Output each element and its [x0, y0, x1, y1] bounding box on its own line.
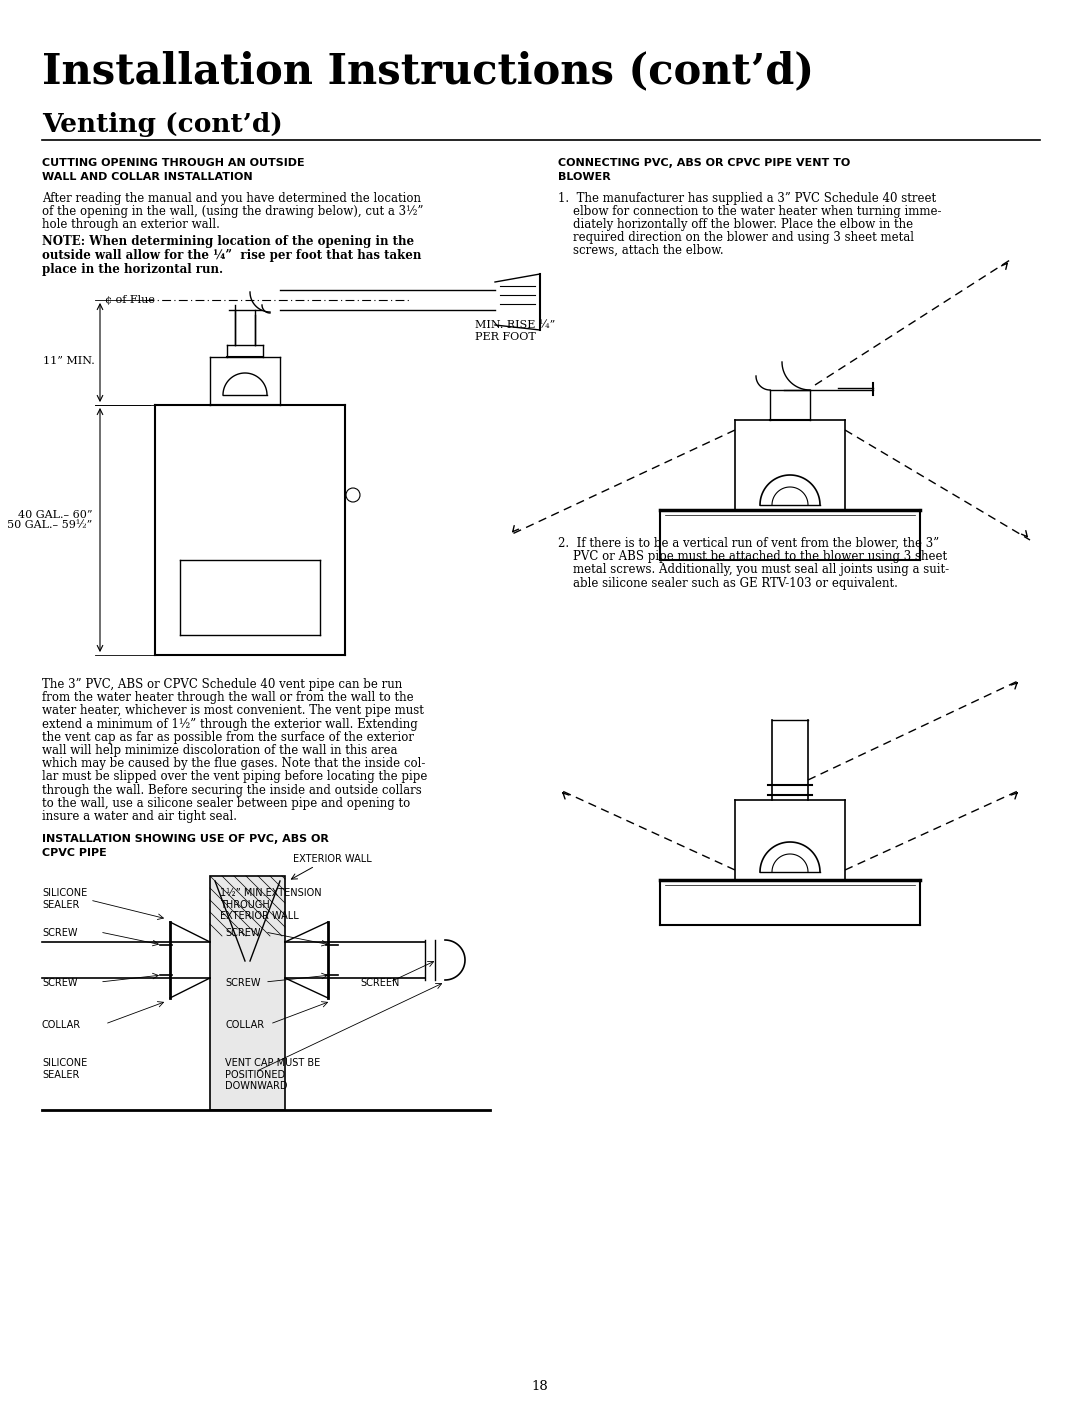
Text: SCREW: SCREW	[42, 979, 78, 988]
Text: able silicone sealer such as GE RTV-103 or equivalent.: able silicone sealer such as GE RTV-103 …	[558, 576, 897, 590]
Text: of the opening in the wall, (using the drawing below), cut a 3½”: of the opening in the wall, (using the d…	[42, 205, 423, 217]
Text: through the wall. Before securing the inside and outside collars: through the wall. Before securing the in…	[42, 784, 422, 796]
Polygon shape	[210, 876, 285, 1110]
Text: hole through an exterior wall.: hole through an exterior wall.	[42, 217, 220, 231]
Text: SCREW: SCREW	[42, 928, 78, 938]
Text: 11” MIN.: 11” MIN.	[43, 356, 95, 366]
Text: 1.  The manufacturer has supplied a 3” PVC Schedule 40 street: 1. The manufacturer has supplied a 3” PV…	[558, 192, 936, 205]
Text: metal screws. Additionally, you must seal all joints using a suit-: metal screws. Additionally, you must sea…	[558, 564, 949, 576]
Text: SILICONE
SEALER: SILICONE SEALER	[42, 1059, 87, 1081]
Text: SILICONE
SEALER: SILICONE SEALER	[42, 887, 87, 910]
Text: outside wall allow for the ¼”  rise per foot that has taken: outside wall allow for the ¼” rise per f…	[42, 250, 421, 262]
Text: 1½” MIN.EXTENSION
THROUGH
EXTERIOR WALL: 1½” MIN.EXTENSION THROUGH EXTERIOR WALL	[220, 887, 322, 921]
Text: lar must be slipped over the vent piping before locating the pipe: lar must be slipped over the vent piping…	[42, 771, 428, 784]
Text: SCREW: SCREW	[225, 928, 260, 938]
Text: the vent cap as far as possible from the surface of the exterior: the vent cap as far as possible from the…	[42, 730, 414, 744]
Text: required direction on the blower and using 3 sheet metal: required direction on the blower and usi…	[558, 231, 914, 244]
Text: EXTERIOR WALL: EXTERIOR WALL	[293, 854, 372, 864]
Text: 2.  If there is to be a vertical run of vent from the blower, the 3”: 2. If there is to be a vertical run of v…	[558, 537, 940, 550]
Text: 50 GAL.– 59½”: 50 GAL.– 59½”	[6, 520, 92, 530]
Text: Installation Instructions (cont’d): Installation Instructions (cont’d)	[42, 50, 814, 93]
Text: to the wall, use a silicone sealer between pipe and opening to: to the wall, use a silicone sealer betwe…	[42, 796, 410, 810]
Text: water heater, whichever is most convenient. The vent pipe must: water heater, whichever is most convenie…	[42, 704, 423, 718]
Text: PVC or ABS pipe must be attached to the blower using 3 sheet: PVC or ABS pipe must be attached to the …	[558, 550, 947, 564]
Text: The 3” PVC, ABS or CPVC Schedule 40 vent pipe can be run: The 3” PVC, ABS or CPVC Schedule 40 vent…	[42, 679, 402, 691]
Text: COLLAR: COLLAR	[42, 1021, 81, 1030]
Text: SCREEN: SCREEN	[360, 979, 400, 988]
Text: Venting (cont’d): Venting (cont’d)	[42, 112, 283, 137]
Text: NOTE: When determining location of the opening in the: NOTE: When determining location of the o…	[42, 236, 414, 248]
Text: SCREW: SCREW	[225, 979, 260, 988]
Text: which may be caused by the flue gases. Note that the inside col-: which may be caused by the flue gases. N…	[42, 757, 426, 770]
Text: extend a minimum of 1½” through the exterior wall. Extending: extend a minimum of 1½” through the exte…	[42, 718, 418, 730]
Text: diately horizontally off the blower. Place the elbow in the: diately horizontally off the blower. Pla…	[558, 217, 913, 231]
Text: CUTTING OPENING THROUGH AN OUTSIDE
WALL AND COLLAR INSTALLATION: CUTTING OPENING THROUGH AN OUTSIDE WALL …	[42, 158, 305, 182]
Text: place in the horizontal run.: place in the horizontal run.	[42, 264, 224, 276]
Text: VENT CAP MUST BE
POSITIONED
DOWNWARD: VENT CAP MUST BE POSITIONED DOWNWARD	[225, 1059, 321, 1091]
Text: INSTALLATION SHOWING USE OF PVC, ABS OR
CPVC PIPE: INSTALLATION SHOWING USE OF PVC, ABS OR …	[42, 834, 329, 858]
Text: wall will help minimize discoloration of the wall in this area: wall will help minimize discoloration of…	[42, 744, 397, 757]
Text: screws, attach the elbow.: screws, attach the elbow.	[558, 244, 724, 257]
Text: After reading the manual and you have determined the location: After reading the manual and you have de…	[42, 192, 421, 205]
Text: MIN. RISE ¼”
PER FOOT: MIN. RISE ¼” PER FOOT	[475, 320, 555, 342]
Text: elbow for connection to the water heater when turning imme-: elbow for connection to the water heater…	[558, 205, 942, 217]
Text: insure a water and air tight seal.: insure a water and air tight seal.	[42, 810, 237, 823]
Text: 40 GAL.– 60”: 40 GAL.– 60”	[17, 510, 92, 520]
Text: from the water heater through the wall or from the wall to the: from the water heater through the wall o…	[42, 691, 414, 704]
Text: 18: 18	[531, 1380, 549, 1394]
Text: ¢ of Flue: ¢ of Flue	[105, 294, 156, 306]
Text: CONNECTING PVC, ABS OR CPVC PIPE VENT TO
BLOWER: CONNECTING PVC, ABS OR CPVC PIPE VENT TO…	[558, 158, 850, 182]
Text: COLLAR: COLLAR	[225, 1021, 265, 1030]
